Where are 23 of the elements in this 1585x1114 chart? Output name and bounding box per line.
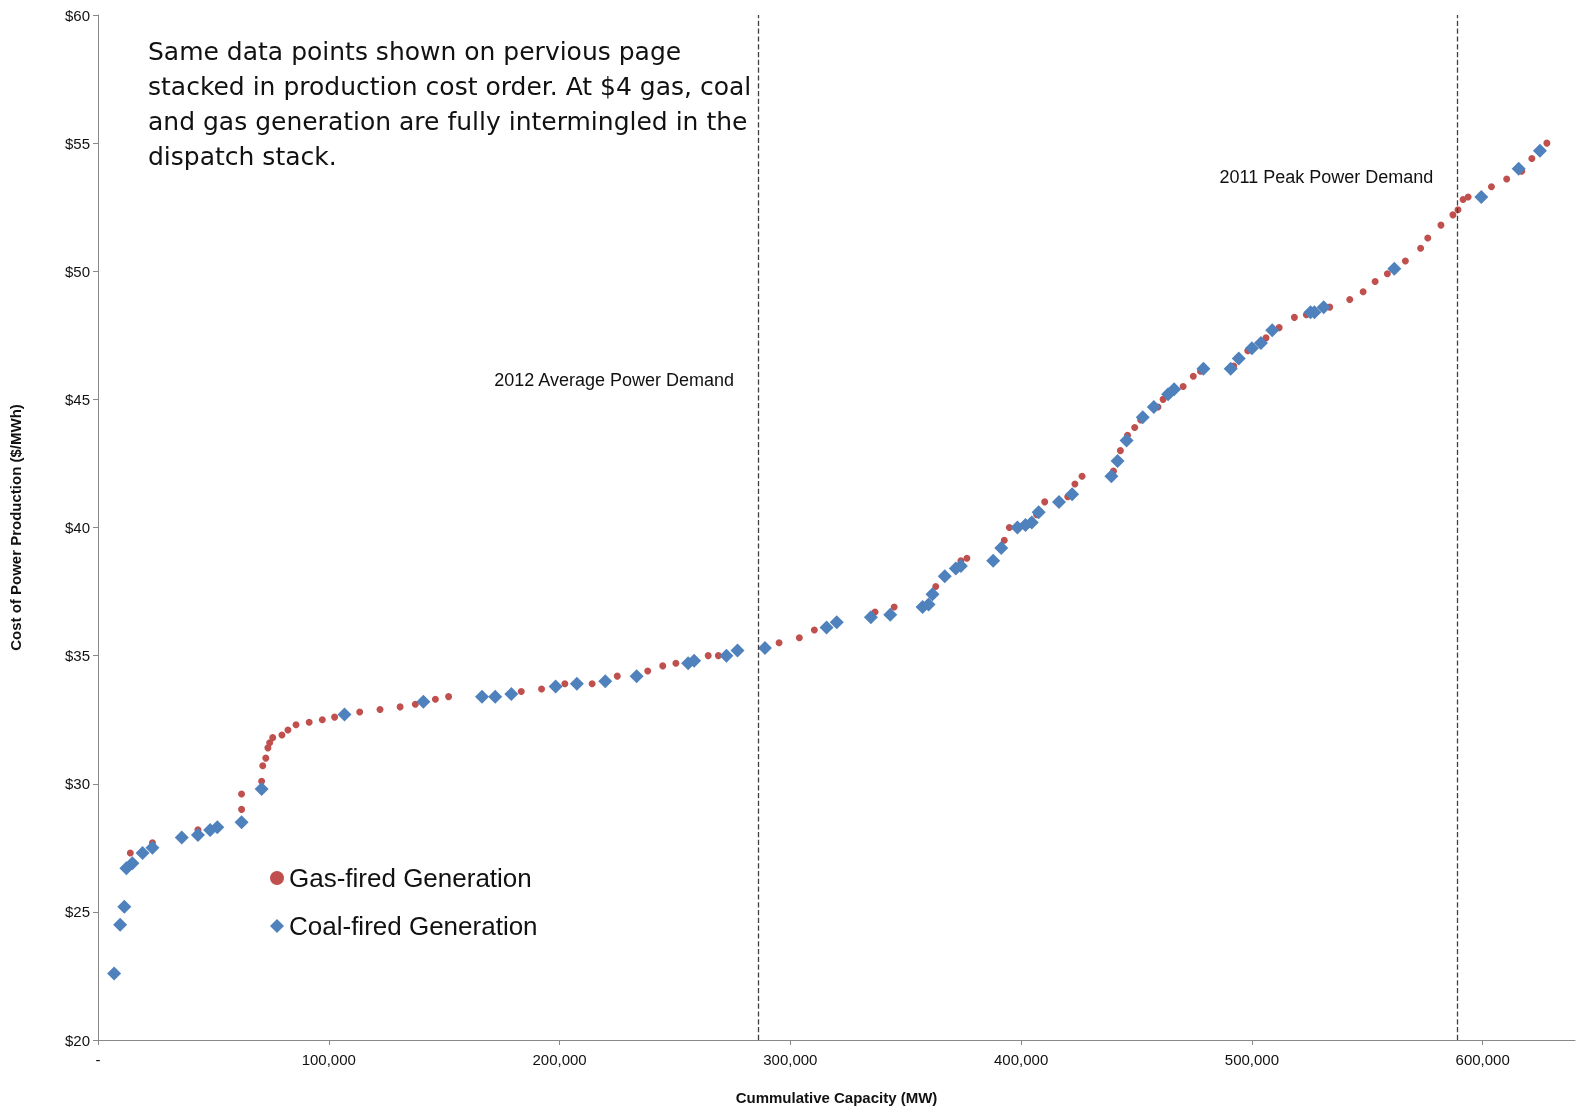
ref-line-label: 2012 Average Power Demand (494, 370, 735, 390)
annotation: Same data points shown on pervious page stacked in production cost order. At $4 gas, coal and gas generation are fully intermingled in the dispatch stack. (148, 36, 753, 173)
y-tick-label: $20 (64, 1031, 90, 1049)
x-tick-label: 300,000 (763, 1051, 818, 1068)
x-tick-label: - (95, 1051, 101, 1068)
x-tick-label: 600,000 (1455, 1051, 1510, 1068)
ref-line-label: 2011 Peak Power Demand (1219, 167, 1434, 187)
y-tick-label: $25 (64, 903, 90, 921)
legend-label: Coal-fired Generation (289, 911, 538, 941)
y-tick-label: $60 (64, 6, 90, 24)
y-tick-label: $55 (64, 134, 90, 152)
x-tick-label: 400,000 (994, 1051, 1049, 1068)
legend-label: Gas-fired Generation (289, 863, 532, 893)
x-tick-label: 500,000 (1224, 1051, 1280, 1068)
y-tick-label: $45 (64, 390, 90, 408)
x-tick-label: 200,000 (532, 1051, 587, 1068)
y-tick-label: $35 (64, 647, 90, 665)
y-tick-label: $50 (64, 262, 90, 280)
x-axis-title: Cummulative Capacity (MW) (735, 1089, 938, 1106)
y-axis-title: Cost of Power Production ($/MWh) (7, 404, 24, 651)
y-tick-label: $30 (64, 775, 90, 793)
x-tick-label: 100,000 (301, 1051, 356, 1068)
y-tick-label: $40 (64, 519, 90, 536)
